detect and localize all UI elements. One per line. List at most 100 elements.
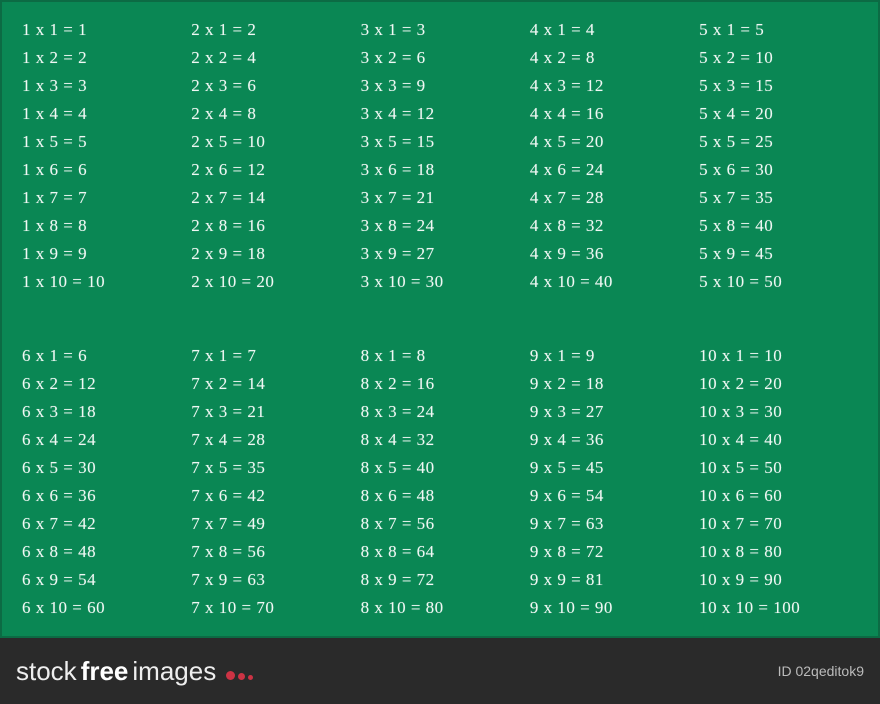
chalkboard: 1 x 1 = 1 1 x 2 = 2 1 x 3 = 3 1 x 4 = 4 … [0, 0, 880, 638]
equation: 3 x 4 = 12 [361, 100, 520, 128]
equation: 3 x 9 = 27 [361, 240, 520, 268]
table-col-4: 4 x 1 = 4 4 x 2 = 8 4 x 3 = 12 4 x 4 = 1… [530, 16, 689, 296]
equation: 4 x 10 = 40 [530, 268, 689, 296]
equation: 3 x 8 = 24 [361, 212, 520, 240]
equation: 1 x 2 = 2 [22, 44, 181, 72]
equation: 7 x 9 = 63 [191, 566, 350, 594]
equation: 1 x 5 = 5 [22, 128, 181, 156]
equation: 4 x 4 = 16 [530, 100, 689, 128]
equation: 9 x 6 = 54 [530, 482, 689, 510]
equation: 10 x 6 = 60 [699, 482, 858, 510]
equation: 6 x 3 = 18 [22, 398, 181, 426]
equation: 7 x 7 = 49 [191, 510, 350, 538]
equation: 3 x 5 = 15 [361, 128, 520, 156]
equation: 1 x 4 = 4 [22, 100, 181, 128]
equation: 6 x 7 = 42 [22, 510, 181, 538]
equation: 4 x 7 = 28 [530, 184, 689, 212]
equation: 5 x 9 = 45 [699, 240, 858, 268]
equation: 6 x 5 = 30 [22, 454, 181, 482]
equation: 9 x 8 = 72 [530, 538, 689, 566]
table-col-10: 10 x 1 = 10 10 x 2 = 20 10 x 3 = 30 10 x… [699, 342, 858, 622]
equation: 9 x 3 = 27 [530, 398, 689, 426]
equation: 3 x 2 = 6 [361, 44, 520, 72]
equation: 1 x 3 = 3 [22, 72, 181, 100]
equation: 5 x 2 = 10 [699, 44, 858, 72]
equation: 5 x 4 = 20 [699, 100, 858, 128]
equation: 2 x 4 = 8 [191, 100, 350, 128]
equation: 5 x 8 = 40 [699, 212, 858, 240]
table-col-6: 6 x 1 = 6 6 x 2 = 12 6 x 3 = 18 6 x 4 = … [22, 342, 181, 622]
equation: 4 x 6 = 24 [530, 156, 689, 184]
equation: 5 x 5 = 25 [699, 128, 858, 156]
equation: 5 x 10 = 50 [699, 268, 858, 296]
equation: 10 x 7 = 70 [699, 510, 858, 538]
equation: 8 x 10 = 80 [361, 594, 520, 622]
equation: 7 x 3 = 21 [191, 398, 350, 426]
equation: 8 x 5 = 40 [361, 454, 520, 482]
equation: 6 x 2 = 12 [22, 370, 181, 398]
equation: 10 x 2 = 20 [699, 370, 858, 398]
equation: 9 x 2 = 18 [530, 370, 689, 398]
table-col-1: 1 x 1 = 1 1 x 2 = 2 1 x 3 = 3 1 x 4 = 4 … [22, 16, 181, 296]
tables-row-bottom: 6 x 1 = 6 6 x 2 = 12 6 x 3 = 18 6 x 4 = … [22, 342, 858, 622]
equation: 9 x 10 = 90 [530, 594, 689, 622]
table-col-2: 2 x 1 = 2 2 x 2 = 4 2 x 3 = 6 2 x 4 = 8 … [191, 16, 350, 296]
table-col-8: 8 x 1 = 8 8 x 2 = 16 8 x 3 = 24 8 x 4 = … [361, 342, 520, 622]
equation: 6 x 6 = 36 [22, 482, 181, 510]
equation: 8 x 9 = 72 [361, 566, 520, 594]
equation: 2 x 8 = 16 [191, 212, 350, 240]
logo-word-images: images [132, 656, 216, 687]
equation: 2 x 6 = 12 [191, 156, 350, 184]
equation: 8 x 1 = 8 [361, 342, 520, 370]
equation: 3 x 10 = 30 [361, 268, 520, 296]
equation: 5 x 1 = 5 [699, 16, 858, 44]
equation: 10 x 1 = 10 [699, 342, 858, 370]
equation: 3 x 7 = 21 [361, 184, 520, 212]
equation: 8 x 4 = 32 [361, 426, 520, 454]
equation: 6 x 1 = 6 [22, 342, 181, 370]
equation: 7 x 1 = 7 [191, 342, 350, 370]
equation: 6 x 9 = 54 [22, 566, 181, 594]
equation: 4 x 3 = 12 [530, 72, 689, 100]
equation: 2 x 2 = 4 [191, 44, 350, 72]
equation: 6 x 8 = 48 [22, 538, 181, 566]
equation: 1 x 8 = 8 [22, 212, 181, 240]
equation: 2 x 10 = 20 [191, 268, 350, 296]
logo-bubbles-icon [226, 671, 253, 680]
equation: 7 x 4 = 28 [191, 426, 350, 454]
equation: 6 x 10 = 60 [22, 594, 181, 622]
table-col-5: 5 x 1 = 5 5 x 2 = 10 5 x 3 = 15 5 x 4 = … [699, 16, 858, 296]
equation: 2 x 1 = 2 [191, 16, 350, 44]
equation: 9 x 5 = 45 [530, 454, 689, 482]
equation: 10 x 3 = 30 [699, 398, 858, 426]
equation: 8 x 7 = 56 [361, 510, 520, 538]
equation: 2 x 9 = 18 [191, 240, 350, 268]
equation: 1 x 10 = 10 [22, 268, 181, 296]
table-col-3: 3 x 1 = 3 3 x 2 = 6 3 x 3 = 9 3 x 4 = 12… [361, 16, 520, 296]
equation: 1 x 9 = 9 [22, 240, 181, 268]
equation: 8 x 3 = 24 [361, 398, 520, 426]
equation: 4 x 9 = 36 [530, 240, 689, 268]
equation: 9 x 7 = 63 [530, 510, 689, 538]
watermark-footer: stockfreeimages ID 02qeditok9 [0, 638, 880, 704]
equation: 9 x 1 = 9 [530, 342, 689, 370]
equation: 10 x 9 = 90 [699, 566, 858, 594]
table-col-9: 9 x 1 = 9 9 x 2 = 18 9 x 3 = 27 9 x 4 = … [530, 342, 689, 622]
equation: 4 x 8 = 32 [530, 212, 689, 240]
equation: 7 x 5 = 35 [191, 454, 350, 482]
equation: 7 x 6 = 42 [191, 482, 350, 510]
logo-word-stock: stock [16, 656, 77, 687]
image-id-label: ID 02qeditok9 [778, 663, 864, 679]
equation: 10 x 4 = 40 [699, 426, 858, 454]
equation: 10 x 10 = 100 [699, 594, 858, 622]
equation: 7 x 10 = 70 [191, 594, 350, 622]
equation: 1 x 1 = 1 [22, 16, 181, 44]
stockfreeimages-logo: stockfreeimages [16, 656, 253, 687]
equation: 10 x 8 = 80 [699, 538, 858, 566]
equation: 2 x 7 = 14 [191, 184, 350, 212]
equation: 5 x 6 = 30 [699, 156, 858, 184]
equation: 4 x 5 = 20 [530, 128, 689, 156]
equation: 5 x 7 = 35 [699, 184, 858, 212]
logo-word-free: free [81, 656, 129, 687]
equation: 1 x 6 = 6 [22, 156, 181, 184]
